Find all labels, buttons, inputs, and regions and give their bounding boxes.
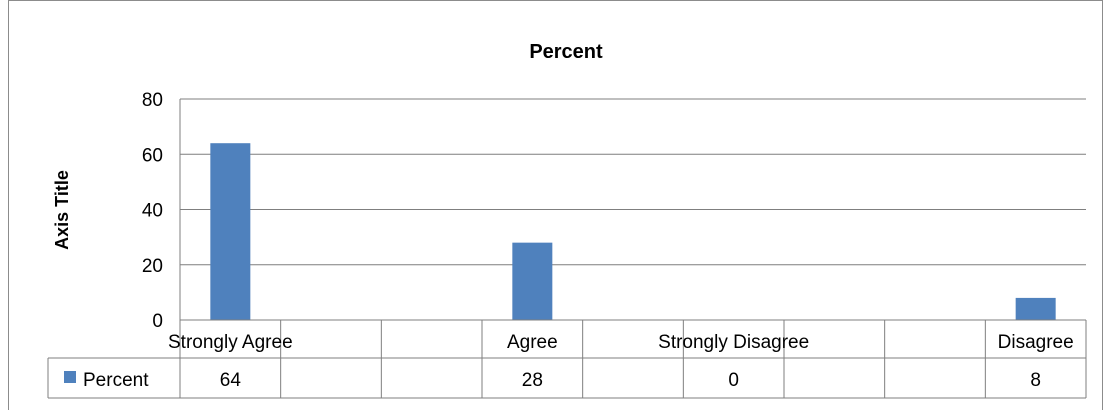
- y-tick-label: 60: [142, 145, 163, 166]
- y-axis-ticks: 0 20 40 60 80: [142, 90, 163, 332]
- data-table-value: 8: [1030, 370, 1041, 391]
- data-table-value: 28: [522, 370, 543, 391]
- category-label: Disagree: [998, 332, 1074, 353]
- category-label: Agree: [507, 332, 558, 353]
- category-label: Strongly Agree: [168, 332, 293, 353]
- gridlines: [179, 98, 1086, 321]
- bar-disagree: [1015, 297, 1056, 320]
- bar-agree: [512, 242, 553, 320]
- data-table-value: 0: [728, 370, 739, 391]
- bars: [210, 143, 1056, 320]
- y-tick-label: 40: [142, 201, 163, 222]
- y-tick-label: 80: [142, 90, 163, 111]
- chart-frame: [8, 0, 1103, 410]
- legend-series-name: Percent: [83, 370, 149, 391]
- category-label: Strongly Disagree: [658, 332, 809, 353]
- data-table-value: 64: [220, 370, 242, 391]
- bar-strongly-agree: [210, 143, 251, 320]
- data-table: Strongly Agree Agree Strongly Disagree Disa…: [47, 319, 1087, 399]
- y-tick-label: 0: [152, 311, 163, 332]
- y-tick-label: 20: [142, 256, 163, 277]
- chart-title: Percent: [529, 41, 603, 63]
- legend-key: [64, 371, 76, 383]
- y-axis-title: Axis Title: [52, 170, 72, 250]
